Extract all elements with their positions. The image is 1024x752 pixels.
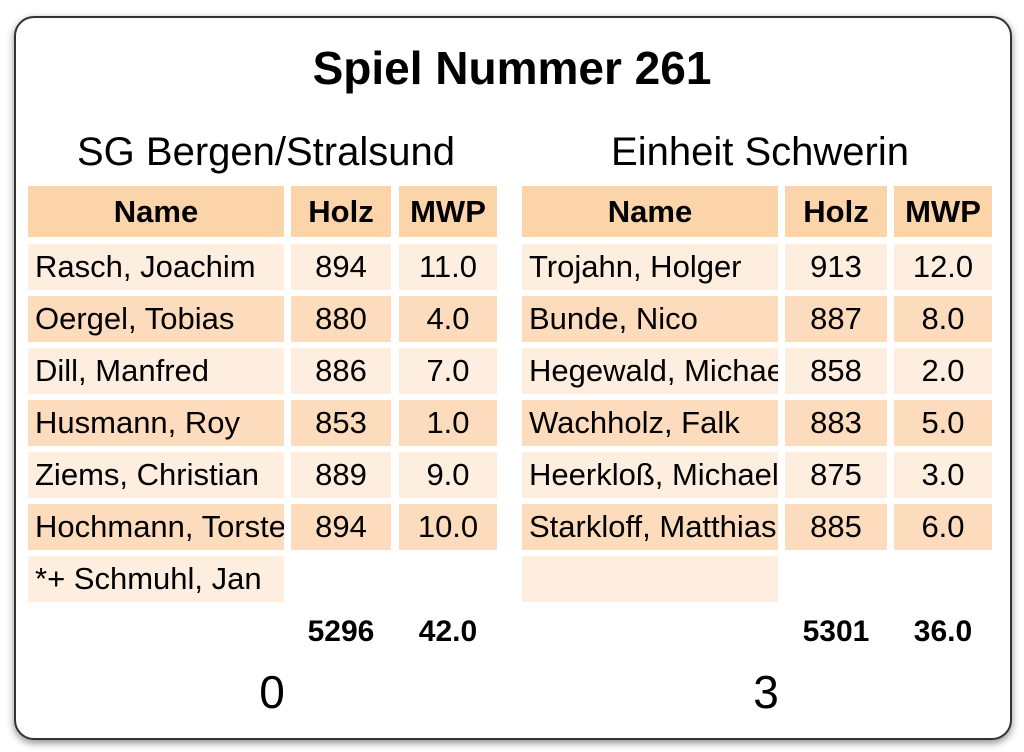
away-total-mwp: 36.0 (913, 615, 973, 648)
home-player-mwp: 7.0 (399, 348, 497, 394)
away-player-name: Trojahn, Holger (522, 244, 778, 290)
home-player-name: Rasch, Joachim (28, 244, 284, 290)
home-player-name: *+ Schmuhl, Jan (28, 556, 284, 602)
away-player-holz: 858 (785, 348, 887, 394)
away-header-name: Name (522, 186, 778, 237)
home-player-holz: 894 (291, 244, 391, 290)
home-player-name: Dill, Manfred (28, 348, 284, 394)
home-header-holz: Holz (291, 186, 391, 237)
away-player-mwp: 6.0 (894, 504, 992, 550)
home-total-mwp: 42.0 (418, 615, 478, 648)
away-header-mwp: MWP (894, 186, 992, 237)
away-player-mwp: 2.0 (894, 348, 992, 394)
home-player-name: Ziems, Christian (28, 452, 284, 498)
away-player-name: Heerkloß, Michael (522, 452, 778, 498)
page-title: Spiel Nummer 261 (312, 42, 712, 94)
away-player-name: Starkloff, Matthias (522, 504, 778, 550)
home-player-name: Husmann, Roy (28, 400, 284, 446)
away-player-holz: 887 (785, 296, 887, 342)
home-player-name: Oergel, Tobias (28, 296, 284, 342)
home-player-holz: 889 (291, 452, 391, 498)
away-player-name (522, 556, 778, 602)
home-player-name: Hochmann, Torsten (28, 504, 284, 550)
home-header-mwp: MWP (399, 186, 497, 237)
home-player-holz: 894 (291, 504, 391, 550)
home-score: 0 (259, 666, 285, 718)
away-player-holz: 885 (785, 504, 887, 550)
away-player-mwp: 12.0 (894, 244, 992, 290)
away-player-holz: 875 (785, 452, 887, 498)
away-player-holz: 883 (785, 400, 887, 446)
home-player-mwp: 4.0 (399, 296, 497, 342)
away-player-mwp: 3.0 (894, 452, 992, 498)
away-player-name: Wachholz, Falk (522, 400, 778, 446)
away-total-holz: 5301 (802, 615, 870, 648)
home-player-mwp: 1.0 (399, 400, 497, 446)
away-player-name: Hegewald, Michael (522, 348, 778, 394)
home-player-mwp: 10.0 (399, 504, 497, 550)
away-team-name: Einheit Schwerin (611, 130, 909, 174)
away-header-holz: Holz (785, 186, 887, 237)
home-player-holz: 880 (291, 296, 391, 342)
away-player-mwp: 5.0 (894, 400, 992, 446)
home-header-name: Name (28, 186, 284, 237)
away-score: 3 (753, 666, 779, 718)
home-player-mwp: 9.0 (399, 452, 497, 498)
away-player-mwp: 8.0 (894, 296, 992, 342)
home-player-holz: 886 (291, 348, 391, 394)
away-player-name: Bunde, Nico (522, 296, 778, 342)
away-player-holz: 913 (785, 244, 887, 290)
home-team-name: SG Bergen/Stralsund (77, 130, 455, 174)
home-player-mwp: 11.0 (399, 244, 497, 290)
home-total-holz: 5296 (307, 615, 375, 648)
home-player-holz: 853 (291, 400, 391, 446)
